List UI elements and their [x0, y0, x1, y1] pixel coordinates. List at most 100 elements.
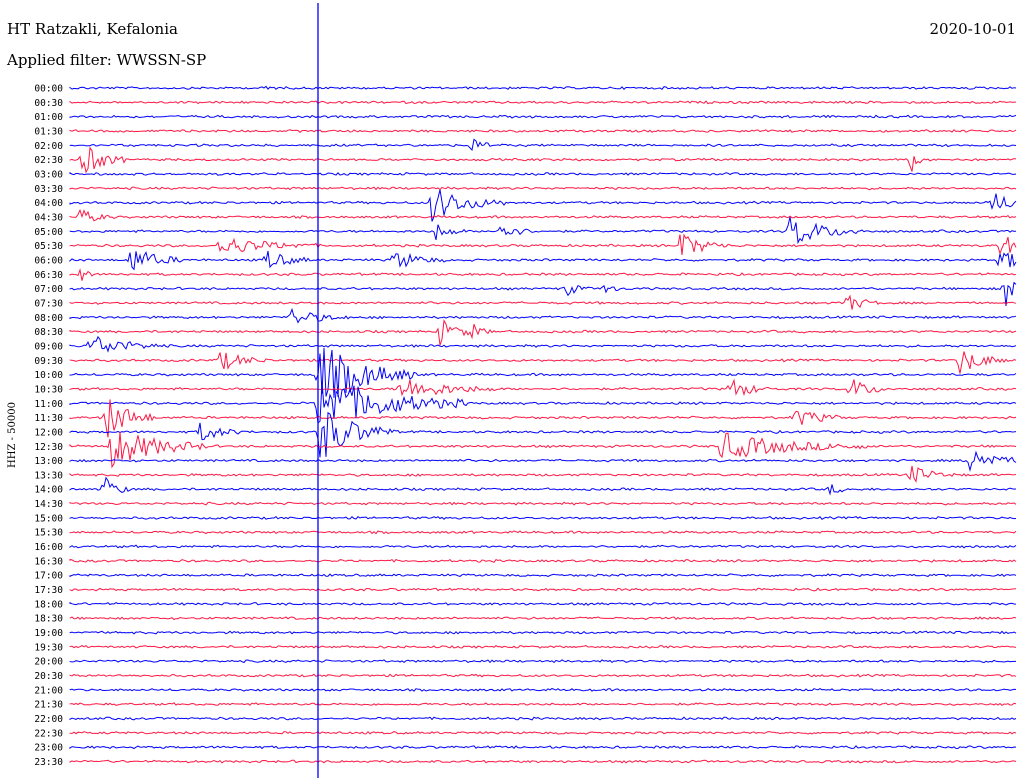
trace-row — [69, 294, 1017, 310]
trace-row — [69, 351, 1017, 374]
time-tick-label: 08:00 — [34, 313, 63, 324]
time-tick-label: 15:30 — [34, 528, 63, 539]
trace-row — [69, 100, 1017, 105]
trace-row — [69, 347, 1017, 398]
trace-row — [69, 378, 1017, 397]
time-tick-label: 20:00 — [34, 657, 63, 668]
trace-row — [69, 630, 1017, 635]
trace-row — [69, 465, 1017, 483]
trace-row — [69, 659, 1016, 664]
trace-row — [69, 544, 1017, 549]
trace-row — [69, 450, 1017, 472]
time-tick-label: 06:00 — [34, 255, 63, 266]
trace-row — [69, 399, 1017, 438]
trace-row — [69, 172, 1017, 176]
time-tick-label: 10:00 — [34, 370, 63, 381]
trace-row — [69, 730, 1017, 735]
trace-row — [69, 702, 1017, 707]
time-tick-label: 03:00 — [34, 169, 63, 180]
time-tick-label: 02:00 — [34, 141, 63, 152]
trace-row — [69, 411, 1017, 458]
time-tick-label: 11:00 — [34, 399, 63, 410]
time-tick-label: 06:30 — [34, 270, 63, 281]
trace-row — [69, 146, 1017, 174]
trace-row — [69, 687, 1017, 692]
trace-row — [69, 716, 1017, 721]
time-tick-label: 14:30 — [34, 499, 63, 510]
time-tick-label: 08:30 — [34, 327, 63, 338]
time-tick-label: 23:30 — [34, 757, 63, 768]
time-axis: 00:00 00:30 01:00 01:30 02:00 02:30 03:00 03:30… — [34, 84, 63, 769]
trace-row — [69, 745, 1017, 750]
time-tick-label: 21:00 — [34, 685, 63, 696]
time-tick-label: 21:30 — [34, 700, 63, 711]
time-tick-label: 22:30 — [34, 728, 63, 739]
trace-row — [69, 587, 1017, 592]
trace-row — [69, 601, 1017, 606]
time-tick-label: 05:00 — [34, 227, 63, 238]
trace-row — [69, 515, 1017, 520]
trace-row — [69, 319, 1017, 346]
time-tick-label: 03:30 — [34, 184, 63, 195]
time-tick-label: 01:00 — [34, 112, 63, 123]
trace-row — [69, 208, 1017, 222]
trace-row — [69, 138, 1017, 152]
time-tick-label: 15:00 — [34, 513, 63, 524]
trace-row — [69, 85, 1017, 91]
time-tick-label: 05:30 — [34, 241, 63, 252]
time-tick-label: 07:00 — [34, 284, 63, 295]
time-tick-label: 16:30 — [34, 556, 63, 567]
time-tick-label: 18:00 — [34, 599, 63, 610]
time-tick-label: 12:00 — [34, 427, 63, 438]
trace-row — [69, 216, 1017, 245]
trace-row — [69, 129, 1017, 133]
seismogram-traces — [69, 85, 1017, 764]
time-tick-label: 09:00 — [34, 341, 63, 352]
trace-row — [69, 335, 1017, 353]
time-tick-label: 07:30 — [34, 298, 63, 309]
trace-row — [69, 307, 1017, 324]
trace-row — [69, 673, 1017, 678]
trace-row — [69, 186, 1017, 191]
time-tick-label: 17:00 — [34, 571, 63, 582]
trace-row — [69, 501, 1017, 506]
trace-row — [69, 573, 1017, 578]
trace-row — [69, 644, 1017, 649]
time-tick-label: 19:00 — [34, 628, 63, 639]
time-tick-label: 10:30 — [34, 384, 63, 395]
trace-row — [69, 431, 1017, 469]
trace-row — [69, 268, 1017, 281]
time-tick-label: 01:30 — [34, 126, 63, 137]
time-tick-label: 23:00 — [34, 743, 63, 754]
time-tick-label: 13:30 — [34, 470, 63, 481]
trace-row — [69, 476, 1017, 496]
trace-row — [69, 558, 1017, 563]
trace-row — [69, 381, 1017, 424]
time-tick-label: 09:30 — [34, 356, 63, 367]
filter-label: Applied filter: WWSSN-SP — [7, 51, 207, 69]
time-tick-label: 04:30 — [34, 212, 63, 223]
time-tick-label: 22:00 — [34, 714, 63, 725]
time-tick-label: 00:30 — [34, 98, 63, 109]
trace-row — [69, 281, 1017, 306]
time-tick-label: 19:30 — [34, 642, 63, 653]
date-label: 2020-10-01 — [929, 20, 1016, 38]
time-tick-label: 04:00 — [34, 198, 63, 209]
trace-row — [69, 114, 1017, 119]
trace-row — [69, 233, 1017, 255]
time-tick-label: 12:30 — [34, 442, 63, 453]
trace-row — [69, 250, 1017, 271]
trace-row — [69, 189, 1017, 222]
trace-row — [69, 759, 1017, 764]
time-tick-label: 13:00 — [34, 456, 63, 467]
trace-row — [69, 530, 1017, 535]
trace-row — [69, 616, 1017, 621]
time-tick-label: 00:00 — [34, 84, 63, 95]
time-tick-label: 02:30 — [34, 155, 63, 166]
time-tick-label: 16:00 — [34, 542, 63, 553]
time-tick-label: 20:30 — [34, 671, 63, 682]
time-tick-label: 18:30 — [34, 614, 63, 625]
time-tick-label: 14:00 — [34, 485, 63, 496]
time-tick-label: 17:30 — [34, 585, 63, 596]
